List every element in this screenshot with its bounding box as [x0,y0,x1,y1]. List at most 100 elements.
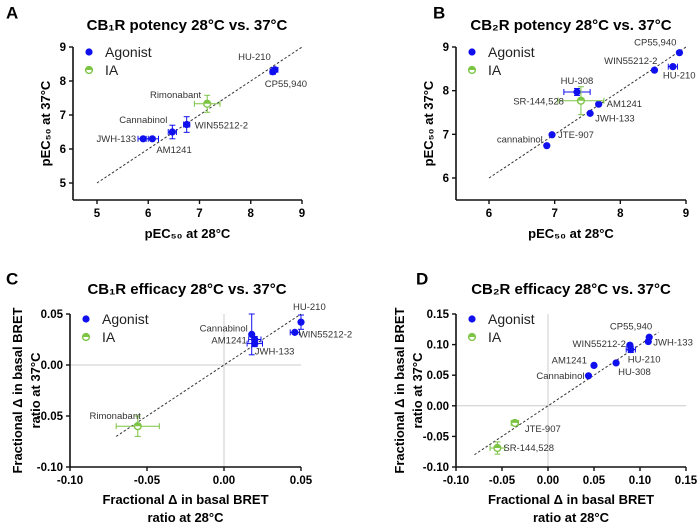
data-point: HU-308 [561,76,593,96]
point-label: AM1241 [552,355,587,366]
panel-letter: A [6,3,18,22]
legend-marker-agonist [468,315,476,323]
chart-panel-b: B CB₂R potency 28°C vs. 37°C 6 7 8 9 6 7 8 9 pEC₅₀… [421,3,696,241]
marker-agonist [251,339,259,348]
point-label: WIN55212-2 [573,339,626,350]
y-tick-label: -0.05 [423,431,450,443]
data-point: CP55,940 [610,321,653,341]
point-label: JWH-133 [595,113,635,124]
marker-agonist [650,66,659,74]
marker-agonist [183,120,191,129]
y-axis-label: Fractional Δ in basal BRET [392,307,407,473]
y-tick-label: 6 [60,144,66,156]
x-tick-label: 0.00 [213,475,235,487]
marker-agonist [584,372,593,380]
point-label: HU-210 [663,71,696,82]
chart-title: CB₁R efficacy 28°C vs. 37°C [87,281,286,298]
point-label: CP55,940 [610,321,652,332]
legend-label: Agonist [105,44,152,60]
panel-letter: D [416,269,428,288]
y-tick-label: -0.10 [423,462,449,474]
y-tick-label: 9 [60,42,66,54]
chart-panel-a: A CB₁R potency 28°C vs. 37°C 5 6 7 8 9 5 6 7 8 9 pEC… [6,3,307,241]
marker-ia-fill [511,419,519,423]
x-tick-label: 5 [94,208,101,220]
identity-line [96,46,303,184]
chart-panel-c: C CB₁R efficacy 28°C vs. 37°C -0.10 -0.05 0.… [6,269,352,525]
y-tick-label: 0.15 [427,309,450,321]
marker-agonist [139,135,147,143]
data-point: JTE-907 [548,130,594,141]
marker-agonist [627,345,635,354]
legend-label: Agonist [488,44,535,60]
marker-agonist [644,337,652,346]
point-label: SR-144,528 [503,443,554,454]
x-axis-label: Fractional Δ in basal BRET [488,492,654,507]
y-tick-label: 5 [60,178,67,190]
y-axis-label: pEC₅₀ at 37°C [421,80,436,166]
x-tick-label: 8 [248,208,255,220]
legend-marker-agonist [82,315,90,323]
data-point: AM1241 [595,99,642,110]
marker-ia-fill [134,422,142,427]
legend-marker-ia-fill [468,66,476,70]
data-point: SR-144,528 [513,86,605,116]
y-tick-label: 7 [443,129,449,141]
x-tick-label: 7 [196,208,202,220]
point-label: Cannabinol [119,115,167,126]
legend-label: IA [488,329,502,345]
data-point: AM1241 [552,355,598,370]
x-axis-label: pEC₅₀ at 28°C [528,226,614,241]
marker-ia-fill [577,97,585,101]
marker-agonist [148,135,156,143]
legend-label: Agonist [102,311,149,327]
x-axis-label: Fractional Δ in basal BRET [102,492,268,507]
data-point: JWH-133 [586,109,635,124]
point-label: AM1241 [607,99,642,110]
data-point: AM1241 [145,135,192,156]
point-label: HU-210 [293,302,326,313]
legend-marker-agonist [85,48,93,56]
identity-line [115,313,302,437]
point-label: AM1241 [211,336,246,347]
point-label: WIN55212-2 [299,329,352,340]
chart-title: CB₂R potency 28°C vs. 37°C [470,17,671,34]
x-tick-label: 0.05 [290,475,313,487]
x-tick-label: -0.05 [134,475,161,487]
data-point: HU-210 [663,63,696,82]
data-point: Cannabinol [200,313,256,356]
marker-agonist [548,131,556,139]
data-point: WIN55212-2 [289,328,352,340]
data-point: JWH-133 [246,339,294,358]
x-tick-label: 0.00 [537,475,559,487]
data-point: HU-308 [612,359,651,378]
marker-ia-fill [494,444,501,449]
x-tick-label: -0.05 [489,475,516,487]
data-point: WIN55212-2 [183,116,248,133]
legend-label: IA [105,62,119,78]
point-label: JWH-133 [653,338,693,349]
x-tick-label: 0.05 [583,475,606,487]
data-point: Cannabinol [536,371,593,382]
x-tick-label: 8 [617,208,624,220]
point-label: cannabinol [497,135,543,146]
y-tick-label: 0.05 [427,370,450,382]
marker-agonist [269,68,277,76]
x-tick-label: 9 [683,208,689,220]
legend-marker-agonist [468,48,476,56]
data-point: Rimonabant [90,411,160,437]
data-point: WIN55212-2 [604,56,659,74]
point-label: HU-210 [238,52,271,63]
marker-agonist [590,361,598,370]
x-tick-label: 9 [299,208,305,220]
y-tick-label: 0.10 [427,340,449,352]
data-point: JWH-133 [644,337,693,349]
y-axis-label: ratio at 37°C [28,352,43,429]
x-axis-label: ratio at 28°C [533,510,610,525]
data-point: CP55,940 [265,68,307,90]
x-tick-label: -0.10 [57,475,83,487]
point-label: JWH-133 [97,134,137,145]
data-point: SR-144,528 [489,441,554,455]
legend-label: Agonist [488,311,535,327]
